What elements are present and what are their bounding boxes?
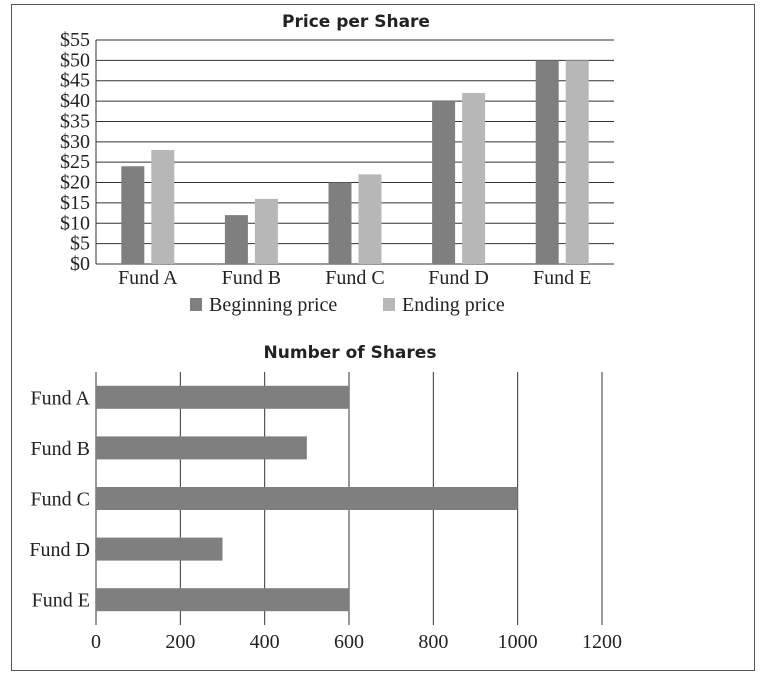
chart1-category-label: Fund A bbox=[118, 267, 178, 289]
chart2-bar bbox=[96, 537, 223, 561]
chart1-category-label: Fund C bbox=[325, 267, 384, 289]
chart1-ytick-label: $50 bbox=[60, 49, 90, 71]
chart1-bar-beginning bbox=[121, 166, 145, 264]
legend-swatch-ending bbox=[383, 298, 395, 311]
chart2-xtick-label: 0 bbox=[91, 631, 101, 653]
chart2-category-label: Fund E bbox=[32, 590, 90, 612]
chart2-bar bbox=[96, 487, 518, 510]
chart1-bar-beginning bbox=[432, 101, 456, 264]
chart1-ytick-label: $5 bbox=[70, 233, 90, 255]
chart1-category-label: Fund B bbox=[222, 267, 281, 289]
chart1-bar-beginning bbox=[224, 215, 248, 264]
chart2-bar bbox=[96, 385, 349, 409]
chart1-bar-beginning bbox=[328, 182, 352, 264]
legend-label-beginning: Beginning price bbox=[209, 294, 337, 316]
chart1-ytick-label: $0 bbox=[70, 253, 90, 275]
chart2-bar bbox=[96, 588, 349, 612]
legend-swatch-beginning bbox=[190, 298, 202, 311]
legend-label-ending: Ending price bbox=[402, 294, 505, 316]
chart1-bar-ending bbox=[151, 149, 175, 264]
chart2-xtick-label: 1200 bbox=[582, 631, 622, 653]
chart1-bar-ending bbox=[565, 60, 589, 265]
chart2-xtick-label: 200 bbox=[165, 631, 195, 653]
chart2-title: Number of Shares bbox=[264, 343, 437, 363]
chart1-ytick-label: $55 bbox=[60, 29, 90, 51]
chart1-ytick-label: $15 bbox=[60, 192, 90, 214]
chart2-category-label: Fund B bbox=[31, 438, 90, 460]
chart1-ytick-label: $30 bbox=[60, 131, 90, 153]
chart2-xtick-label: 400 bbox=[250, 631, 280, 653]
chart1-bar-ending bbox=[254, 198, 278, 264]
chart2-category-label: Fund C bbox=[31, 489, 90, 511]
chart1-ytick-label: $25 bbox=[60, 151, 90, 173]
chart1-bar-ending bbox=[358, 174, 382, 264]
chart1-ytick-label: $40 bbox=[60, 90, 90, 112]
chart1-bar-beginning bbox=[535, 60, 559, 265]
chart1-bar-ending bbox=[462, 92, 486, 264]
chart2-xtick-label: 600 bbox=[334, 631, 364, 653]
chart2-xtick-label: 1000 bbox=[498, 631, 538, 653]
chart2-xtick-label: 800 bbox=[418, 631, 448, 653]
chart1-title: Price per Share bbox=[282, 12, 430, 32]
chart2-bar bbox=[96, 436, 307, 460]
chart2-category-label: Fund D bbox=[29, 539, 90, 561]
chart2-category-label: Fund A bbox=[31, 387, 91, 409]
chart1-category-label: Fund D bbox=[428, 267, 489, 289]
chart1-ytick-label: $10 bbox=[60, 212, 90, 234]
chart1-ytick-label: $35 bbox=[60, 110, 90, 132]
chart1-category-label: Fund E bbox=[533, 267, 591, 289]
chart1-ytick-label: $45 bbox=[60, 70, 90, 92]
chart1-ytick-label: $20 bbox=[60, 172, 90, 194]
